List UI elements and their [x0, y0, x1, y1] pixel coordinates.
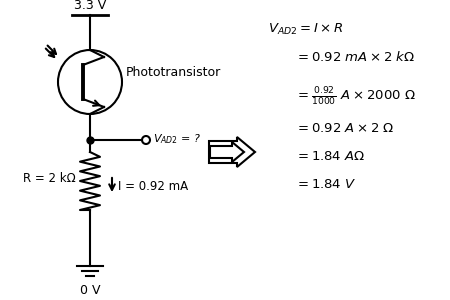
- Polygon shape: [210, 142, 244, 162]
- Text: Phototransistor: Phototransistor: [126, 65, 221, 79]
- Text: $= 1.84\ A\Omega$: $= 1.84\ A\Omega$: [295, 150, 365, 163]
- Text: 0 V: 0 V: [80, 284, 100, 297]
- Text: 3.3 V: 3.3 V: [74, 0, 106, 12]
- Text: $= 1.84\ V$: $= 1.84\ V$: [295, 178, 356, 191]
- Text: $= 0.92\ A \times 2\ \Omega$: $= 0.92\ A \times 2\ \Omega$: [295, 122, 395, 135]
- Polygon shape: [210, 142, 244, 162]
- Text: $= \frac{0.92}{1000}\ A \times 2000\ \Omega$: $= \frac{0.92}{1000}\ A \times 2000\ \Om…: [295, 86, 416, 108]
- Text: $V_{AD2}$$= I \times R$: $V_{AD2}$$= I \times R$: [268, 22, 343, 37]
- Text: $V_{AD2}$ = ?: $V_{AD2}$ = ?: [153, 132, 201, 146]
- Polygon shape: [209, 137, 255, 167]
- Text: R = 2 kΩ: R = 2 kΩ: [23, 172, 76, 185]
- Text: $= 0.92\ mA \times 2\ k\Omega$: $= 0.92\ mA \times 2\ k\Omega$: [295, 50, 415, 64]
- Text: I = 0.92 mA: I = 0.92 mA: [118, 181, 188, 194]
